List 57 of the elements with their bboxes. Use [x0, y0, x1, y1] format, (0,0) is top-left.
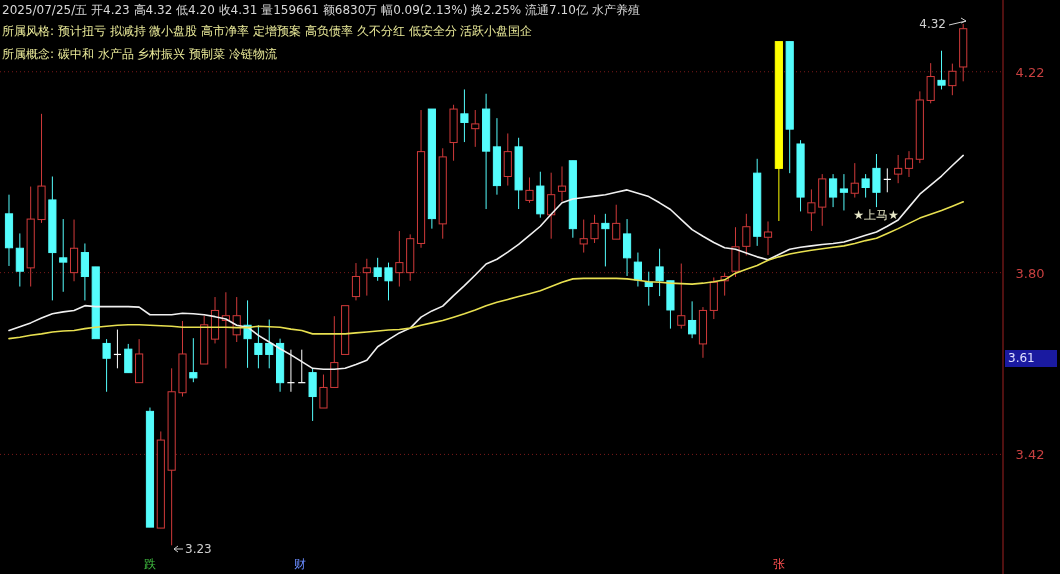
candlestick [15, 232, 24, 288]
candlestick [319, 374, 328, 409]
candlestick [579, 219, 588, 254]
candlestick [362, 258, 371, 297]
y-tick-label: 4.22 [1015, 64, 1045, 80]
candlestick [763, 220, 773, 256]
annotation: 张 [773, 557, 785, 571]
candlestick [688, 300, 697, 339]
candlestick [124, 343, 133, 374]
candlestick [926, 62, 935, 104]
chart-title: 2025/07/25/五 开4.23 高4.32 低4.20 收4.31 量159661 额6830万 幅0.09(2.13%) 换2.25% 流通7.10亿 水产养殖 [2, 3, 640, 17]
candlestick [904, 150, 914, 178]
candlestick [59, 218, 68, 293]
candlestick [807, 188, 816, 232]
candlestick [655, 248, 664, 297]
candlestick [937, 50, 946, 90]
candlestick [547, 172, 556, 240]
candlestick [742, 213, 751, 256]
candlestick [601, 213, 610, 267]
candlestick [948, 63, 957, 96]
candlestick [872, 153, 881, 208]
y-tick-label: 3.42 [1015, 447, 1045, 463]
line-series [8, 154, 965, 371]
line-series [8, 201, 965, 340]
annotation: 跌 [144, 557, 156, 571]
candlestick [829, 173, 838, 208]
text: 3.61 [1008, 351, 1035, 365]
text: 所属风格: 预计扭亏 拟减持 微小盘股 高市净率 定增预案 高负债率 久不分红 低安全分 活跃小盘国企 [2, 24, 533, 38]
candlestick [254, 324, 263, 369]
candlestick [557, 165, 567, 202]
candlestick [80, 242, 89, 301]
annotation: 财 [294, 557, 306, 571]
candlestick [894, 154, 903, 184]
candlestick [633, 252, 642, 288]
candlestick [525, 176, 534, 204]
candlestick [612, 204, 621, 240]
candlestick [850, 162, 859, 199]
candlestick [308, 367, 317, 422]
annotation: 4.32 [919, 17, 946, 31]
annotation: ★上马★ [853, 208, 899, 222]
candlestick [102, 338, 111, 393]
candlestick [590, 214, 599, 244]
candlestick [351, 262, 361, 301]
candlestick [373, 257, 382, 282]
candlestick [384, 262, 393, 301]
candlestick [395, 230, 404, 288]
candlestick [839, 173, 849, 211]
candlestick [861, 173, 870, 199]
candlestick [265, 319, 274, 369]
y-tick-label: 3.80 [1015, 265, 1045, 281]
annotation: 所属概念: 碳中和 水产品 乡村振兴 预制菜 冷链物流 [2, 47, 278, 61]
candlestick [622, 218, 632, 277]
candlestick [677, 263, 686, 330]
annotation: 3.23 [185, 542, 212, 556]
candlestick [189, 337, 198, 383]
candlestick [471, 109, 480, 148]
candlestick [460, 88, 469, 143]
